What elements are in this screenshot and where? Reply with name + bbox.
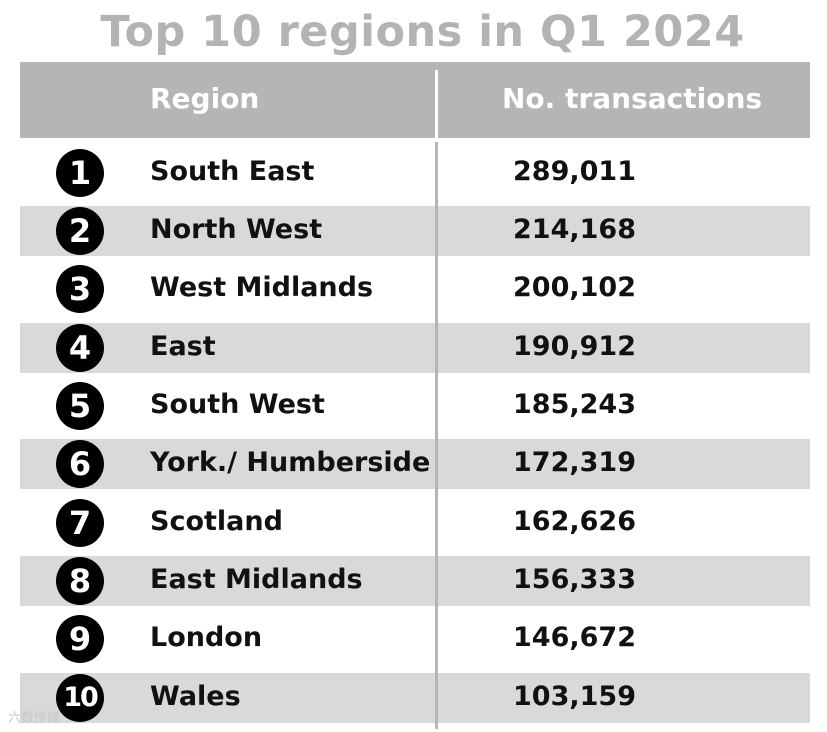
region-name: West Midlands (150, 272, 374, 303)
rank-badge: 2 (56, 207, 104, 255)
column-divider (435, 258, 438, 320)
transaction-count: 185,243 (513, 389, 636, 420)
column-divider (435, 200, 438, 262)
table-row: 4 East 190,912 (20, 323, 810, 373)
rank-badge: 8 (56, 557, 104, 605)
table-row: 10 Wales 103,159 (20, 673, 810, 723)
transaction-count: 190,912 (513, 331, 636, 362)
table-row: 5 South West 185,243 (20, 381, 810, 431)
table-row: 3 West Midlands 200,102 (20, 264, 810, 314)
column-divider (435, 667, 438, 729)
rank-badge: 6 (56, 440, 104, 488)
rank-badge: 4 (56, 324, 104, 372)
table-row: 9 London 146,672 (20, 614, 810, 664)
transaction-count: 200,102 (513, 272, 636, 303)
transaction-count: 162,626 (513, 506, 636, 537)
table-row: 6 York./ Humberside 172,319 (20, 439, 810, 489)
table-row: 8 East Midlands 156,333 (20, 556, 810, 606)
region-name: Wales (150, 681, 241, 712)
column-divider (435, 142, 438, 204)
header-region: Region (150, 82, 260, 115)
transaction-count: 156,333 (513, 564, 636, 595)
transaction-count: 103,159 (513, 681, 636, 712)
table-header: Region No. transactions (20, 62, 810, 138)
watermark: 六数传媒 (8, 711, 61, 726)
column-divider (435, 317, 438, 379)
column-divider (435, 375, 438, 437)
column-divider (435, 608, 438, 670)
region-name: North West (150, 214, 323, 245)
column-divider (435, 492, 438, 554)
table-row: 2 North West 214,168 (20, 206, 810, 256)
transaction-count: 172,319 (513, 447, 636, 478)
column-divider (435, 433, 438, 495)
region-name: East (150, 331, 216, 362)
table-row: 7 Scotland 162,626 (20, 498, 810, 548)
table-title: Top 10 regions in Q1 2024 (100, 7, 745, 57)
header-transactions: No. transactions (502, 82, 763, 115)
rank-badge: 3 (56, 265, 104, 313)
rank-badge: 7 (56, 499, 104, 547)
transaction-count: 146,672 (513, 622, 636, 653)
region-name: East Midlands (150, 564, 363, 595)
header-divider (435, 70, 438, 138)
rank-badge: 1 (56, 149, 104, 197)
region-name: Scotland (150, 506, 283, 537)
rank-badge: 5 (56, 382, 104, 430)
column-divider (435, 550, 438, 612)
transaction-count: 289,011 (513, 156, 636, 187)
table-row: 1 South East 289,011 (20, 148, 810, 198)
region-name: South East (150, 156, 315, 187)
region-name: South West (150, 389, 325, 420)
rank-badge: 9 (56, 615, 104, 663)
region-name: York./ Humberside (150, 447, 431, 478)
region-name: London (150, 622, 263, 653)
transaction-count: 214,168 (513, 214, 636, 245)
rank-badge: 10 (56, 674, 104, 722)
